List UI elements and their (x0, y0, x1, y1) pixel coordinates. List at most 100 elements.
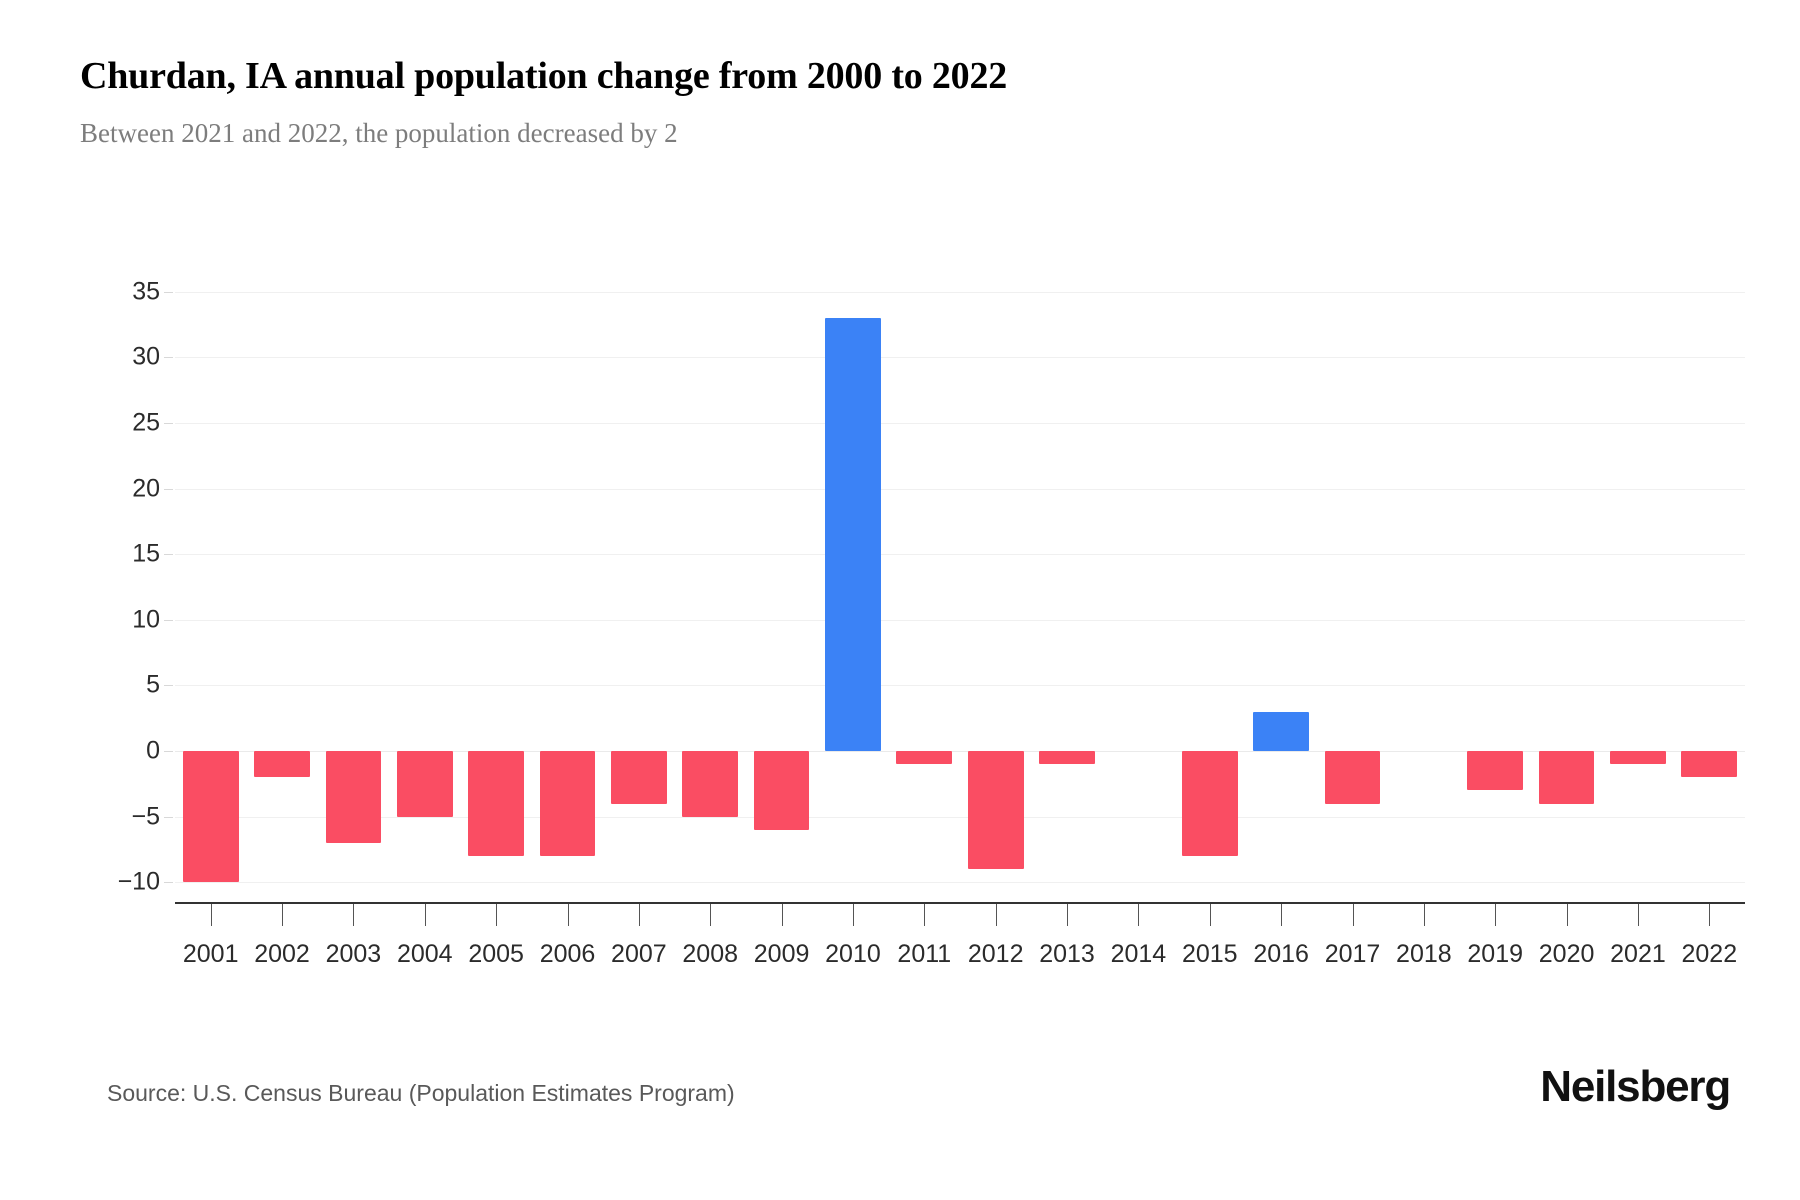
x-axis-tick-label-2002: 2002 (254, 940, 310, 968)
bar-2013[interactable] (1039, 751, 1095, 765)
x-axis-tick-mark (1067, 904, 1069, 926)
zero-gridline (175, 751, 1745, 753)
gridline (175, 554, 1745, 556)
x-axis-tick-mark (1209, 904, 1211, 926)
bar-2017[interactable] (1324, 751, 1381, 804)
gridline (175, 357, 1745, 359)
x-axis-tick-mark (282, 904, 284, 926)
x-axis-tick-label-2021: 2021 (1610, 940, 1666, 968)
bar-2004[interactable] (396, 751, 453, 817)
x-axis-tick-mark (1423, 904, 1425, 926)
x-axis-tick-mark (1709, 904, 1711, 926)
x-axis-tick-label-2019: 2019 (1467, 940, 1524, 968)
y-axis-tick-label: 15 (132, 539, 160, 568)
bar-2001[interactable] (182, 751, 239, 883)
x-axis-tick-mark (924, 904, 926, 926)
y-axis-tick-label: 0 (146, 736, 160, 765)
y-axis-tick-label: −5 (131, 802, 160, 831)
y-axis-tick-mark (164, 554, 173, 556)
y-axis-tick-mark (164, 685, 173, 687)
x-axis-tick-label-2014: 2014 (1110, 940, 1167, 968)
x-axis-tick-label-2003: 2003 (325, 940, 382, 968)
bar-2005[interactable] (468, 751, 524, 857)
y-axis-tick-label: 30 (132, 342, 160, 371)
y-axis-tick-mark (164, 422, 173, 424)
x-axis-tick-label-2010: 2010 (825, 940, 881, 968)
x-axis-tick-mark (353, 904, 355, 926)
x-axis-tick-label-2004: 2004 (396, 940, 453, 968)
bar-2020[interactable] (1538, 751, 1595, 804)
x-axis-tick-mark (1495, 904, 1497, 926)
page-subtitle: Between 2021 and 2022, the population de… (80, 118, 678, 148)
x-axis-tick-mark (710, 904, 712, 926)
y-axis-tick-mark (164, 882, 173, 884)
x-axis-tick-mark (1281, 904, 1283, 926)
x-axis-tick-label-2007: 2007 (611, 940, 667, 968)
x-axis-tick-label-2020: 2020 (1538, 940, 1595, 968)
x-axis-tick-mark (995, 904, 997, 926)
x-axis-tick-mark (496, 904, 498, 926)
gridline (175, 488, 1745, 490)
gridline (175, 816, 1745, 818)
x-axis-tick-label-2018: 2018 (1396, 940, 1452, 968)
bar-2011[interactable] (896, 751, 953, 765)
gridlines-group (175, 272, 1745, 902)
x-axis-tick-label-2005: 2005 (468, 940, 524, 968)
x-axis-tick-label-2001: 2001 (182, 940, 239, 968)
x-axis-tick-mark (852, 904, 854, 926)
x-axis-tick-mark (1637, 904, 1639, 926)
y-axis-tick-label: −10 (117, 867, 160, 896)
x-axis-tick-mark (781, 904, 783, 926)
x-axis-tick-mark (424, 904, 426, 926)
x-axis-line (175, 902, 1745, 904)
bar-2008[interactable] (682, 751, 739, 817)
bar-2015[interactable] (1181, 751, 1238, 857)
y-axis-tick-mark (164, 751, 173, 753)
y-axis-tick-mark (164, 816, 173, 818)
bar-2003[interactable] (325, 751, 382, 843)
x-axis-tick-mark (1566, 904, 1568, 926)
bars-group (175, 272, 1745, 902)
y-axis-tick-mark (164, 619, 173, 621)
bar-2019[interactable] (1467, 751, 1524, 791)
page-title: Churdan, IA annual population change fro… (80, 55, 1008, 97)
x-axis-tick-label-2008: 2008 (682, 940, 739, 968)
gridline (175, 619, 1745, 621)
x-axis-tick-mark (638, 904, 640, 926)
y-axis-tick-mark (164, 357, 173, 359)
bar-2006[interactable] (539, 751, 596, 857)
bar-2002[interactable] (254, 751, 310, 778)
bar-2022[interactable] (1681, 751, 1738, 778)
x-axis-tick-label-2016: 2016 (1253, 940, 1309, 968)
y-axis-tick-label: 10 (132, 605, 160, 634)
gridline (175, 882, 1745, 884)
gridline (175, 685, 1745, 687)
bar-2009[interactable] (753, 751, 810, 830)
y-axis-tick-mark (164, 488, 173, 490)
gridline (175, 422, 1745, 424)
y-axis-tick-label: 5 (146, 670, 160, 699)
bar-2010[interactable] (825, 317, 881, 752)
bar-2016[interactable] (1253, 711, 1309, 752)
source-note: Source: U.S. Census Bureau (Population E… (107, 1080, 735, 1106)
x-axis-tick-label-2011: 2011 (897, 940, 952, 968)
x-axis-tick-label-2006: 2006 (539, 940, 596, 968)
y-axis-tick-mark (164, 291, 173, 293)
y-axis-tick-label: 35 (132, 277, 160, 306)
bar-2007[interactable] (611, 751, 667, 804)
x-axis-tick-mark (1138, 904, 1140, 926)
gridline (175, 291, 1745, 293)
bar-2012[interactable] (967, 751, 1024, 870)
x-axis-tick-label-2017: 2017 (1324, 940, 1381, 968)
x-axis-tick-label-2012: 2012 (967, 940, 1024, 968)
x-axis-tick-label-2022: 2022 (1681, 940, 1738, 968)
x-axis-tick-label-2009: 2009 (753, 940, 810, 968)
bar-2021[interactable] (1610, 751, 1666, 765)
x-axis-tick-label-2015: 2015 (1181, 940, 1238, 968)
x-axis-tick-mark (567, 904, 569, 926)
y-axis-tick-label: 20 (132, 474, 160, 503)
x-axis-tick-mark (1352, 904, 1354, 926)
x-axis-tick-label-2013: 2013 (1039, 940, 1095, 968)
